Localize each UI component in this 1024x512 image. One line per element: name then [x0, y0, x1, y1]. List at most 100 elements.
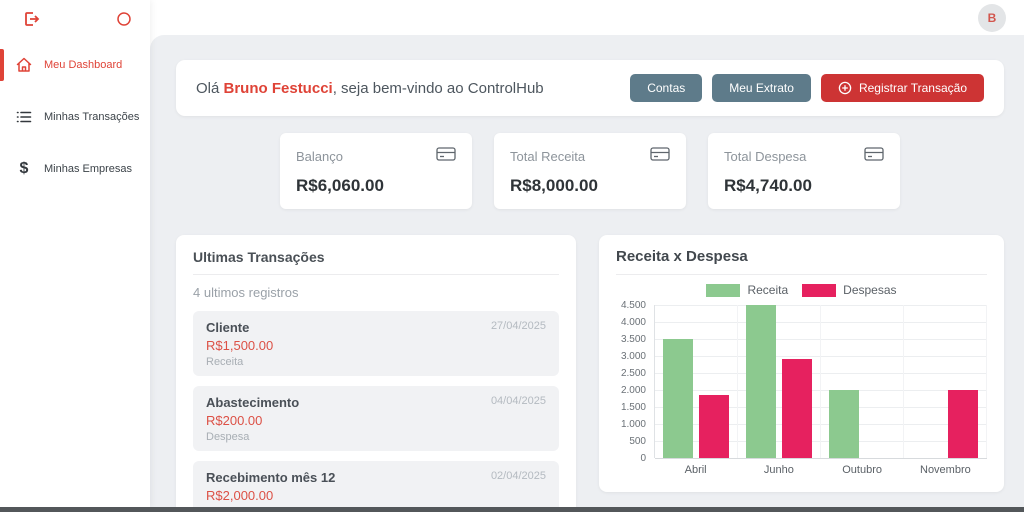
transaction-type: Despesa: [206, 431, 250, 443]
legend-item: Receita: [706, 283, 788, 297]
credit-card-icon: [864, 146, 884, 167]
y-tick-label: 4.500: [620, 300, 646, 311]
sidebar-item-dashboard[interactable]: Meu Dashboard: [0, 46, 150, 84]
gridline: [655, 441, 987, 442]
y-tick-label: 1.500: [620, 402, 646, 413]
sidebar-item-label: Meu Dashboard: [44, 59, 123, 71]
chart-y-axis: 4.500 4.000 3.500 3.000 2.500 2.000 1.500 1.000…: [616, 300, 654, 464]
gridline: [655, 322, 987, 323]
x-tick-label: Novembro: [920, 464, 971, 476]
gridline: [655, 458, 987, 459]
transactions-subtitle: 4 ultimos registros: [193, 285, 299, 300]
sidebar-item-empresas[interactable]: $ Minhas Empresas: [0, 150, 150, 188]
transaction-name: Abastecimento: [206, 395, 300, 410]
bar-despesas-novembro: [948, 390, 978, 458]
dollar-icon: $: [19, 160, 29, 177]
user-avatar[interactable]: B: [978, 4, 1006, 32]
main-content: Olá Bruno Festucci, seja bem-vindo ao Co…: [150, 35, 1024, 507]
bar-receita-junho: [746, 305, 776, 458]
y-tick-label: 0: [640, 453, 646, 464]
legend-swatch: [706, 283, 741, 297]
topbar: B: [150, 0, 1024, 35]
greeting-card: Olá Bruno Festucci, seja bem-vindo ao Co…: [176, 60, 1004, 116]
stat-value: R$6,060.00: [296, 176, 384, 195]
contas-button[interactable]: Contas: [630, 74, 703, 102]
transaction-value: R$200.00: [206, 413, 263, 428]
stat-value: R$8,000.00: [510, 176, 598, 195]
gridline: [655, 390, 987, 391]
bar-group: [738, 305, 821, 458]
gridline: [655, 305, 987, 306]
y-tick-label: 3.000: [620, 351, 646, 362]
bar-despesas-abril: [699, 395, 729, 458]
transaction-date: 02/04/2025: [490, 470, 546, 482]
stats-row: Balanço R$6,060.00 Total Receita R$8,000…: [176, 133, 1004, 209]
user-name: Bruno Festucci: [223, 79, 333, 97]
sidebar-toggle-icon[interactable]: [114, 9, 134, 29]
transaction-item[interactable]: 27/04/2025 Cliente R$1,500.00 Receita: [193, 311, 559, 376]
sidebar-item-label: Minhas Transações: [44, 111, 140, 123]
legend-item: Despesas: [802, 283, 897, 297]
chart-plot: [654, 305, 987, 459]
credit-card-icon: [650, 146, 670, 167]
gridline: [655, 339, 987, 340]
transaction-item[interactable]: 04/04/2025 Abastecimento R$200.00 Despes…: [193, 386, 559, 451]
y-tick-label: 3.500: [620, 334, 646, 345]
transaction-type: Receita: [206, 506, 546, 507]
stat-card-despesa: Total Despesa R$4,740.00: [708, 133, 900, 209]
gridline: [655, 407, 987, 408]
gridline: [655, 424, 987, 425]
transaction-date: 27/04/2025: [490, 320, 546, 332]
gridline: [655, 356, 987, 357]
app-logo-icon: [22, 9, 42, 29]
stat-value: R$4,740.00: [724, 176, 812, 195]
active-indicator: [0, 49, 4, 81]
gridline: [655, 373, 987, 374]
bar-group: [655, 305, 738, 458]
legend-swatch: [802, 283, 837, 297]
sidebar: Meu Dashboard Minhas Transações $ Minhas…: [0, 0, 150, 507]
bar-receita-outubro: [829, 390, 859, 458]
y-tick-label: 1.000: [620, 419, 646, 430]
transaction-name: Cliente: [206, 320, 250, 335]
x-tick-label: Outubro: [842, 464, 882, 476]
greeting-text: Olá Bruno Festucci, seja bem-vindo ao Co…: [196, 79, 544, 97]
transaction-name: Recebimento mês 12: [206, 470, 336, 485]
registrar-transacao-button[interactable]: Registrar Transação: [820, 74, 984, 102]
plus-circle-icon: [838, 81, 852, 95]
transaction-value: R$1,500.00: [206, 338, 274, 353]
sidebar-item-label: Minhas Empresas: [44, 163, 133, 175]
stat-card-receita: Total Receita R$8,000.00: [494, 133, 686, 209]
x-tick-label: Junho: [763, 464, 794, 476]
credit-card-icon: [436, 146, 456, 167]
y-tick-label: 4.000: [620, 317, 646, 328]
stat-label: Total Receita: [510, 149, 586, 164]
chart-bars: [655, 305, 987, 458]
transaction-type: Receita: [206, 356, 244, 368]
list-icon: [14, 107, 34, 127]
chart-panel: Receita x Despesa Receita Despesas 4.500 4…: [599, 235, 1004, 492]
transactions-panel: Ultimas Transações 4 ultimos registros 2…: [176, 235, 576, 507]
x-tick-label: Abril: [684, 464, 707, 476]
stat-label: Total Despesa: [724, 149, 807, 164]
chart-title: Receita x Despesa: [616, 248, 987, 275]
y-tick-label: 2.500: [620, 368, 646, 379]
meu-extrato-button[interactable]: Meu Extrato: [712, 74, 811, 102]
transaction-value: R$2,000.00: [206, 488, 274, 503]
transactions-title: Ultimas Transações: [193, 249, 559, 275]
chart-x-labels: Abril Junho Outubro Novembro: [654, 464, 987, 476]
home-icon: [14, 55, 34, 75]
transaction-item[interactable]: 02/04/2025 Recebimento mês 12 R$2,000.00…: [193, 461, 559, 507]
legend-label: Despesas: [843, 283, 897, 297]
y-tick-label: 2.000: [620, 385, 646, 396]
stat-card-balanco: Balanço R$6,060.00: [280, 133, 472, 209]
bar-receita-abril: [663, 339, 693, 458]
sidebar-item-transacoes[interactable]: Minhas Transações: [0, 98, 150, 136]
chart-legend: Receita Despesas: [616, 283, 987, 297]
bar-group: [821, 305, 904, 458]
bar-group: [904, 305, 987, 458]
y-tick-label: 500: [629, 436, 646, 447]
bar-despesas-junho: [782, 359, 812, 458]
window-bottom-edge: [0, 507, 1024, 512]
transaction-date: 04/04/2025: [490, 395, 546, 407]
